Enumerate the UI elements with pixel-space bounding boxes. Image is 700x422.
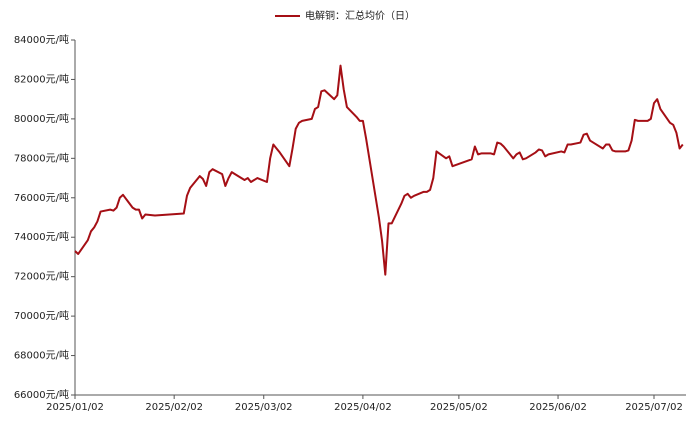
y-tick-label: 68000元/吨: [14, 349, 69, 362]
y-tick-label: 72000元/吨: [14, 270, 69, 283]
y-tick-label: 78000元/吨: [14, 151, 69, 164]
x-tick-label: 2025/06/02: [529, 402, 587, 413]
y-tick-label: 70000元/吨: [14, 309, 69, 322]
x-tick-label: 2025/05/02: [430, 402, 488, 413]
x-tick-label: 2025/07/02: [625, 402, 683, 413]
y-tick-label: 80000元/吨: [14, 112, 69, 125]
y-tick-label: 82000元/吨: [14, 72, 69, 85]
y-tick-label: 84000元/吨: [14, 33, 69, 46]
y-tick-label: 66000元/吨: [14, 388, 69, 401]
series-line: [74, 64, 684, 276]
x-tick-label: 2025/01/02: [46, 402, 104, 413]
x-tick-label: 2025/02/02: [145, 402, 203, 413]
legend-label: 电解铜：汇总均价（日）: [305, 9, 415, 22]
y-tick-label: 74000元/吨: [14, 230, 69, 243]
y-tick-label: 76000元/吨: [14, 191, 69, 204]
x-tick-label: 2025/03/02: [235, 402, 293, 413]
x-tick-label: 2025/04/02: [334, 402, 392, 413]
